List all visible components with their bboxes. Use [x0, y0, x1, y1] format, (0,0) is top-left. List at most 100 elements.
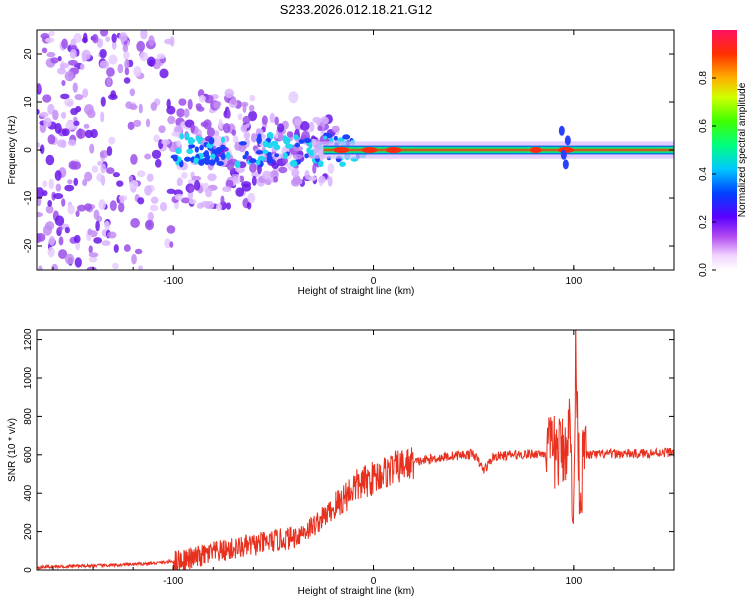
spectrogram-blob	[52, 109, 59, 121]
spectrogram-blob	[200, 121, 209, 128]
spectrogram-blob	[193, 157, 200, 165]
spectrogram-blob	[53, 192, 64, 200]
spectrogram-blob	[327, 176, 333, 187]
spectrogram-blob	[246, 201, 252, 210]
spectrogram-blob	[138, 103, 143, 114]
snr-ytick-label: 400	[23, 484, 34, 501]
spectrogram-blob	[124, 58, 130, 70]
spectrogram-blob	[64, 184, 75, 192]
spectrogram-blob	[123, 77, 131, 84]
spectrogram-blob	[45, 154, 55, 166]
spectrogram-blob	[91, 165, 99, 173]
spectrogram-blob	[188, 144, 196, 149]
spectrogram-blob	[46, 51, 56, 58]
spectrogram-blob	[188, 198, 197, 205]
spectrogram-blob	[230, 96, 237, 105]
spectrogram-blob	[108, 54, 118, 65]
spectrogram-blob	[37, 187, 45, 199]
spectrogram-blob	[93, 237, 103, 244]
spectrogram-blob	[148, 35, 155, 46]
spectrogram-blob	[299, 120, 310, 131]
spectrogram-blob	[187, 98, 193, 110]
spectrogram-blob	[84, 171, 93, 182]
spectrogram-blob	[100, 96, 106, 107]
snr-xtick-label: 0	[371, 576, 377, 587]
spectrogram-blob	[116, 180, 124, 187]
spectrogram-blob	[195, 103, 202, 110]
spectrogram-blob	[81, 49, 91, 61]
spectrogram-blob	[106, 146, 113, 157]
spectrogram-blob	[123, 244, 131, 252]
spectrogram-blob	[223, 122, 231, 134]
spectrogram-blob	[139, 51, 149, 62]
spectrogram-blob	[37, 232, 42, 244]
spectrogram-blob	[187, 137, 195, 145]
spectrogram-blob	[108, 93, 118, 101]
spectrogram-blob	[150, 196, 159, 204]
colorbar-tick-label: 0.2	[698, 215, 709, 229]
spectrogram-blob	[37, 83, 42, 92]
snr-ytick-label: 0	[23, 567, 34, 573]
spectrogram-blob	[322, 135, 328, 140]
spectrogram-frame	[36, 29, 675, 271]
spectrogram-blob	[81, 37, 88, 43]
spectrogram-blob	[136, 40, 146, 52]
spectrogram-blob	[99, 48, 107, 59]
spectrogram-ridge-peak	[529, 147, 542, 153]
spectrogram-blob	[208, 159, 216, 166]
spectrogram-blob	[86, 109, 96, 119]
spectrogram-blob	[232, 135, 239, 144]
spectrogram-blob	[125, 101, 133, 109]
spectrogram-blob	[262, 149, 269, 154]
colorbar-tick-label: 0.0	[698, 263, 709, 277]
spectrogram-blob	[131, 253, 137, 265]
spectrogram-blob	[84, 203, 93, 211]
spectrogram-blob	[326, 133, 333, 139]
spectrogram-blob	[42, 190, 48, 197]
spectrogram-blob	[68, 160, 77, 170]
snr-frame	[36, 329, 675, 571]
spectrogram-blob	[104, 220, 110, 230]
spectrogram-blob	[203, 150, 209, 157]
spectrogram-blob	[304, 169, 310, 180]
spectrogram-xlabel: Height of straight line (km)	[298, 286, 415, 297]
spectrogram-blob	[37, 109, 40, 115]
snr-series-line	[37, 330, 674, 570]
spectrogram-blob	[72, 82, 78, 93]
colorbar-tick-label: 0.4	[698, 167, 709, 181]
spectrogram-blob	[54, 215, 65, 227]
spectrogram-blob	[213, 101, 222, 108]
spectrogram-blob	[255, 128, 264, 137]
spectrogram-blob	[198, 94, 206, 103]
spectrogram-blob	[98, 199, 106, 210]
spectrogram-blob	[100, 163, 106, 174]
spectrogram-blob	[184, 132, 190, 141]
spectrogram-blob	[87, 228, 93, 236]
snr-xtick-label: -100	[163, 576, 183, 587]
spectrogram-blob	[175, 147, 182, 155]
spectrogram-blob	[222, 186, 232, 193]
spectrogram-blob	[134, 248, 143, 255]
spectrogram-ylabel: Frequency (Hz)	[7, 116, 18, 185]
spectrogram-blob	[166, 98, 171, 109]
spectrogram-blob	[138, 265, 143, 270]
spectrogram-blob	[153, 134, 160, 143]
spectrogram-blob	[82, 88, 89, 98]
spectrogram-blob	[61, 38, 68, 50]
spectrogram-blob	[220, 195, 225, 205]
spectrogram-blob	[64, 70, 75, 82]
spectrogram-blob	[262, 170, 272, 180]
spectrogram-blob	[197, 136, 204, 141]
spectrogram-blob	[93, 209, 100, 220]
spectrogram-blob	[285, 143, 293, 149]
spectrogram-blob	[250, 133, 257, 143]
spectrogram-blob	[64, 253, 75, 265]
spectrogram-blob	[286, 131, 294, 138]
spectrogram-blob	[255, 159, 261, 166]
spectrogram-blob	[213, 135, 223, 146]
spectrogram-blob	[248, 110, 258, 122]
spectrogram-blob	[174, 193, 184, 201]
spectrogram-blob	[55, 183, 62, 192]
